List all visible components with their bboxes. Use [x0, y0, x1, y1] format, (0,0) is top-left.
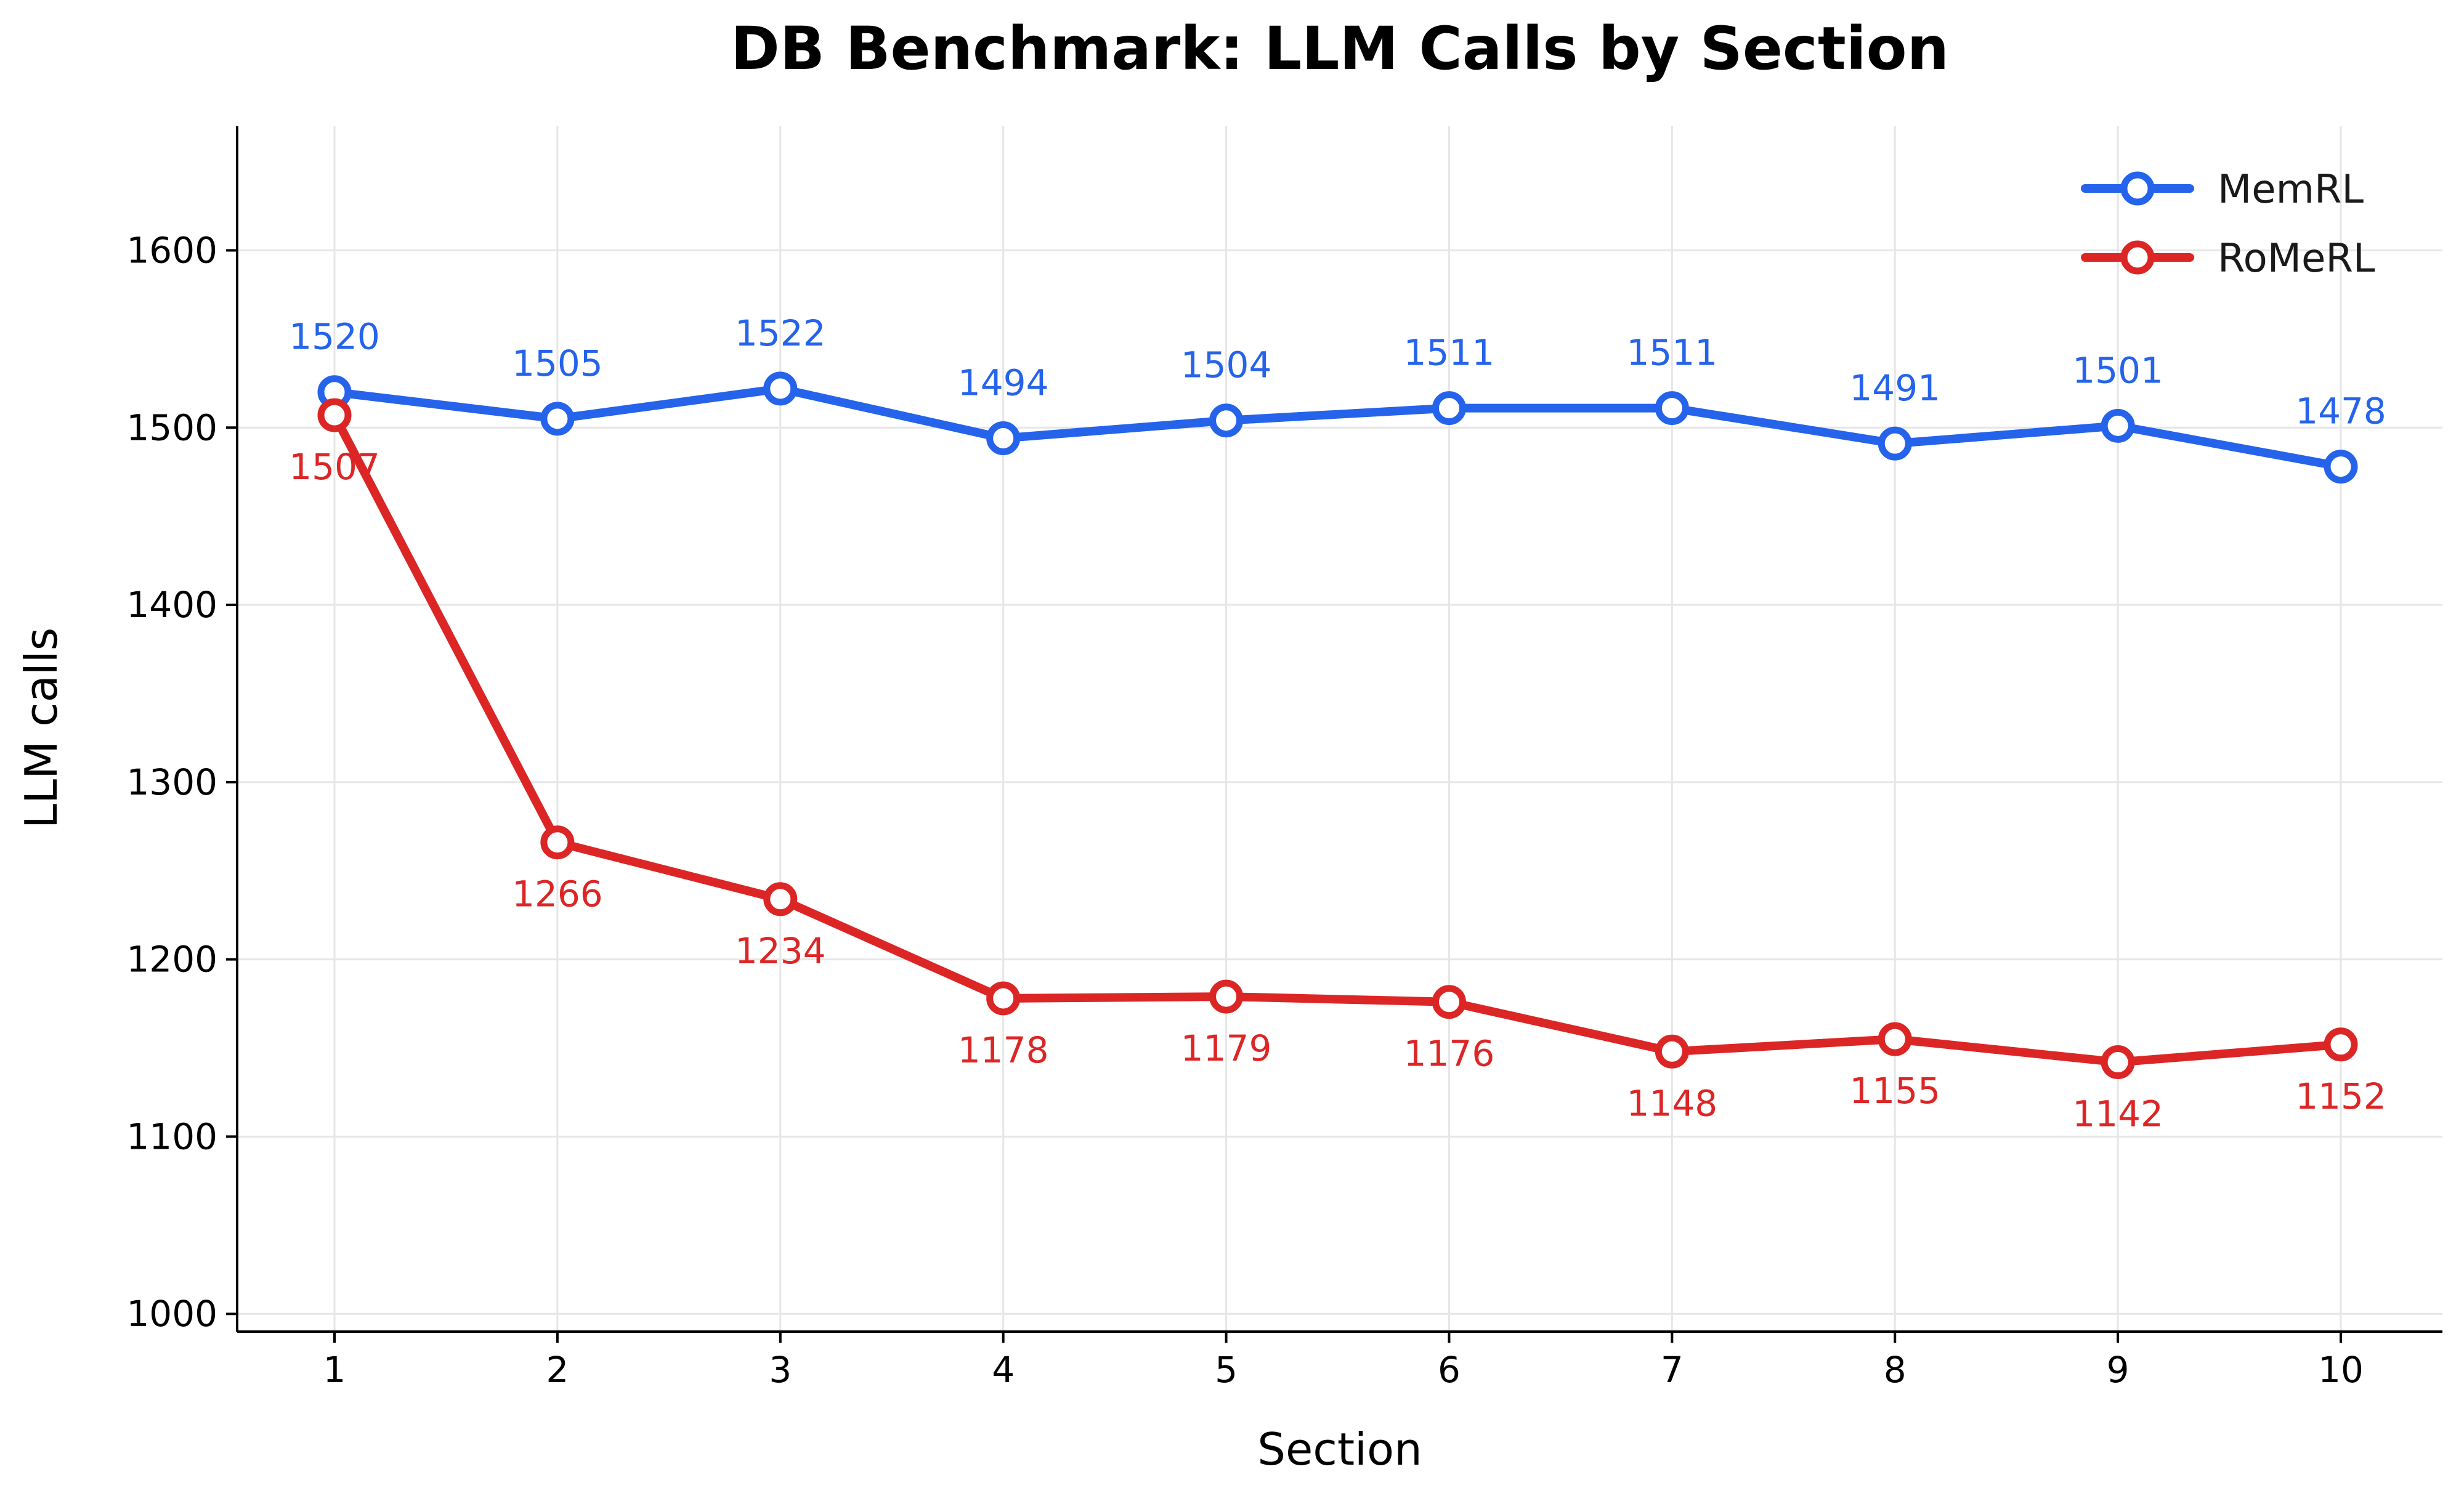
series-group: [317, 371, 2358, 1080]
data-label-memrl: 1511: [1404, 332, 1495, 374]
series-line-memrl: [330, 384, 2345, 471]
data-point-romerl: [540, 825, 575, 860]
y-tick-label: 1200: [126, 939, 217, 981]
data-point-memrl: [763, 371, 798, 406]
data-point-memrl: [2324, 450, 2358, 484]
x-tick-label: 4: [992, 1349, 1015, 1391]
y-tick-label: 1500: [126, 407, 217, 448]
data-label-memrl: 1494: [958, 362, 1049, 404]
x-tick-label: 5: [1215, 1349, 1238, 1391]
data-label-memrl: 1491: [1849, 367, 1940, 409]
data-point-memrl: [540, 402, 575, 436]
data-labels: 1520 1505 1522 1494 1504 1511 1511 1491 1501 1478…: [289, 312, 2386, 1135]
data-label-memrl: 1501: [2072, 349, 2163, 391]
legend-label-romerl: RoMeRL: [2218, 236, 2375, 281]
data-point-romerl: [1655, 1034, 1689, 1069]
data-label-romerl: 1179: [1181, 1027, 1272, 1069]
data-label-memrl: 1478: [2295, 390, 2386, 432]
x-tick-label: 8: [1884, 1349, 1907, 1391]
data-point-memrl: [1655, 391, 1689, 426]
series-line-romerl: [330, 411, 2345, 1067]
data-point-romerl: [1209, 979, 1244, 1014]
legend-marker-romerl: [2120, 240, 2155, 275]
data-point-memrl: [1432, 391, 1466, 426]
data-label-romerl: 1142: [2072, 1093, 2163, 1135]
x-tick-label: 10: [2318, 1349, 2364, 1391]
data-point-romerl: [763, 882, 798, 916]
y-tick-label: 1400: [126, 584, 217, 626]
x-tick-label: 3: [769, 1349, 792, 1391]
data-label-romerl: 1155: [1849, 1070, 1940, 1112]
data-label-memrl: 1522: [735, 312, 826, 354]
x-tick-label: 1: [323, 1349, 346, 1391]
data-point-romerl: [2324, 1027, 2358, 1062]
data-label-memrl: 1504: [1181, 344, 1272, 386]
y-tick-label: 1300: [126, 761, 217, 803]
data-label-romerl: 1176: [1404, 1033, 1495, 1075]
data-point-memrl: [1209, 403, 1244, 438]
x-tick-label: 2: [546, 1349, 569, 1391]
data-label-memrl: 1505: [512, 342, 603, 384]
x-tick-label: 6: [1438, 1349, 1461, 1391]
data-point-romerl: [1432, 985, 1466, 1019]
data-point-romerl: [317, 398, 352, 432]
legend-label-memrl: MemRL: [2218, 167, 2364, 212]
data-label-romerl: 1234: [735, 930, 826, 972]
x-tick-label: 9: [2107, 1349, 2130, 1391]
y-tick-label: 1000: [126, 1293, 217, 1335]
y-tick-label: 1600: [126, 229, 217, 271]
data-label-memrl: 1520: [289, 316, 380, 358]
data-label-romerl: 1266: [512, 873, 603, 915]
grid: [237, 126, 2442, 1332]
y-axis-label: LLM calls: [15, 628, 67, 828]
data-point-romerl: [986, 981, 1021, 1016]
data-point-memrl: [2101, 408, 2135, 443]
data-label-romerl: 1148: [1627, 1082, 1718, 1124]
data-point-romerl: [2101, 1045, 2135, 1080]
x-axis-label: Section: [1257, 1423, 1422, 1475]
data-label-romerl: 1178: [958, 1029, 1049, 1071]
data-point-romerl: [1878, 1022, 1912, 1056]
chart-title: DB Benchmark: LLM Calls by Section: [731, 14, 1949, 83]
data-point-memrl: [986, 421, 1021, 456]
legend-marker-memrl: [2120, 171, 2155, 206]
data-point-memrl: [1878, 426, 1912, 461]
data-label-romerl: 1152: [2295, 1075, 2386, 1117]
data-label-romerl: 1507: [289, 446, 380, 488]
data-label-memrl: 1511: [1627, 332, 1718, 374]
x-tick-label: 7: [1661, 1349, 1684, 1391]
y-tick-label: 1100: [126, 1115, 217, 1157]
legend: MemRL RoMeRL: [2081, 167, 2375, 281]
